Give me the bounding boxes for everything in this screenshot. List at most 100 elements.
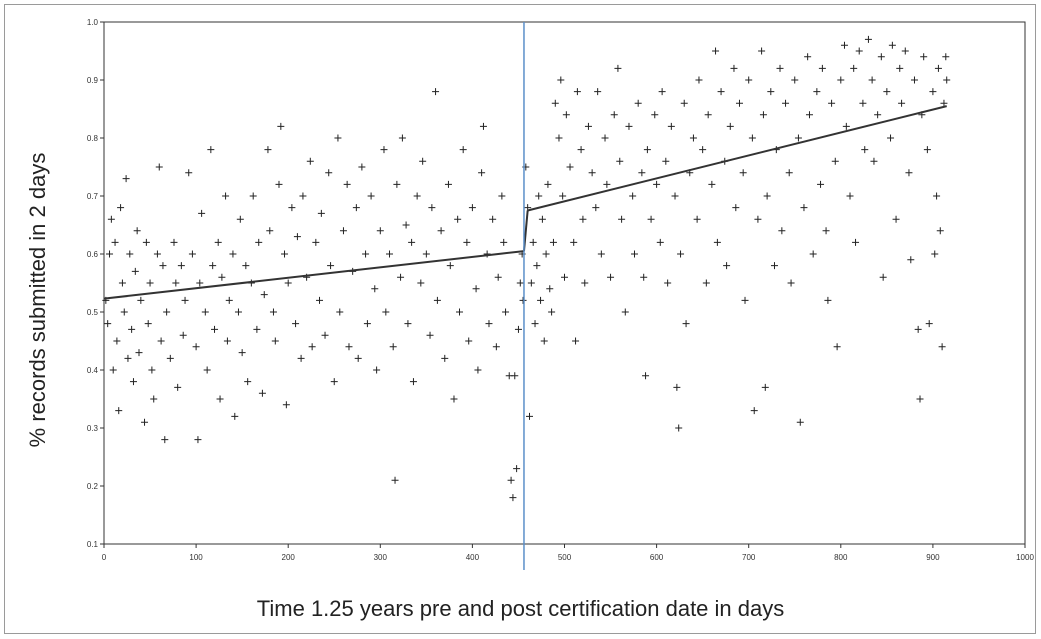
data-point [133, 227, 141, 235]
data-point [433, 296, 441, 304]
data-point [284, 279, 292, 287]
data-point [735, 99, 743, 107]
data-point [642, 372, 650, 380]
data-point [870, 157, 878, 165]
data-point [516, 279, 524, 287]
data-point [898, 99, 906, 107]
data-point [822, 227, 830, 235]
data-point [474, 366, 482, 374]
data-point [621, 308, 629, 316]
data-point [275, 180, 283, 188]
data-point [689, 134, 697, 142]
data-point [472, 285, 480, 293]
data-point [216, 395, 224, 403]
data-point [264, 146, 272, 154]
data-point [115, 407, 123, 415]
data-point [551, 99, 559, 107]
data-point [680, 99, 688, 107]
data-point [446, 262, 454, 270]
data-point [776, 64, 784, 72]
data-point [675, 424, 683, 432]
data-point [842, 122, 850, 130]
data-point [514, 325, 522, 333]
data-point [861, 146, 869, 154]
data-point [907, 256, 915, 264]
data-point [923, 146, 931, 154]
data-point [131, 267, 139, 275]
x-tick-label: 500 [558, 553, 572, 562]
data-point [128, 325, 136, 333]
data-point [573, 88, 581, 96]
data-point [194, 436, 202, 444]
data-point [601, 134, 609, 142]
data-point [317, 209, 325, 217]
data-point [308, 343, 316, 351]
data-point [526, 412, 534, 420]
data-point [562, 111, 570, 119]
data-point [542, 250, 550, 258]
data-point [931, 250, 939, 258]
data-point [141, 418, 149, 426]
chart-frame [4, 4, 1036, 634]
data-point [741, 296, 749, 304]
data-point [244, 378, 252, 386]
data-point [824, 296, 832, 304]
data-point [198, 209, 206, 217]
data-point [104, 320, 112, 328]
data-point [144, 320, 152, 328]
data-point [166, 354, 174, 362]
data-point [584, 122, 592, 130]
data-point [708, 180, 716, 188]
data-point [594, 88, 602, 96]
data-point [544, 180, 552, 188]
data-point [640, 273, 648, 281]
data-point [417, 279, 425, 287]
data-point [404, 320, 412, 328]
data-point [920, 53, 928, 61]
data-point [242, 262, 250, 270]
data-point [157, 337, 165, 345]
data-point [879, 273, 887, 281]
data-point [142, 238, 150, 246]
data-point [170, 238, 178, 246]
data-point [380, 146, 388, 154]
data-point [146, 279, 154, 287]
data-point [159, 262, 167, 270]
data-point [354, 354, 362, 362]
data-point [938, 343, 946, 351]
data-point [748, 134, 756, 142]
data-point [855, 47, 863, 55]
data-point [874, 111, 882, 119]
data-point [651, 111, 659, 119]
data-point [717, 88, 725, 96]
data-point [588, 169, 596, 177]
data-point [479, 122, 487, 130]
data-point [702, 279, 710, 287]
data-point [566, 163, 574, 171]
data-point [218, 273, 226, 281]
data-point [561, 273, 568, 281]
data-point [150, 395, 158, 403]
data-point [809, 250, 817, 258]
data-point [494, 273, 502, 281]
data-point [726, 122, 734, 130]
data-point [260, 291, 268, 299]
y-tick-label: 0.4 [87, 366, 99, 375]
data-point [559, 192, 567, 200]
data-point [153, 250, 161, 258]
data-point [109, 366, 117, 374]
data-point [603, 180, 611, 188]
data-point [581, 279, 589, 287]
data-point [804, 53, 812, 61]
data-point [129, 378, 137, 386]
data-point [859, 99, 867, 107]
data-point [428, 204, 436, 212]
data-point [745, 76, 753, 84]
data-point [327, 262, 335, 270]
data-point [288, 204, 296, 212]
data-point [231, 412, 239, 420]
data-point [916, 395, 924, 403]
data-point [572, 337, 580, 345]
data-point [837, 76, 845, 84]
data-point [763, 192, 771, 200]
